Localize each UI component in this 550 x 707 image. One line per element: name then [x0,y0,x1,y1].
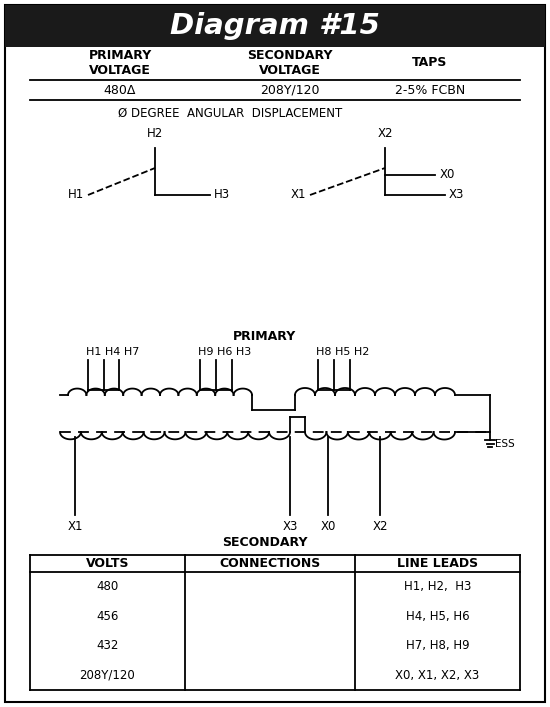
Text: 2-5% FCBN: 2-5% FCBN [395,83,465,96]
Text: PRIMARY: PRIMARY [233,330,296,344]
Text: SECONDARY
VOLTAGE: SECONDARY VOLTAGE [248,49,333,77]
Text: ESS: ESS [495,439,515,449]
Text: 208Y/120: 208Y/120 [80,669,135,682]
Text: X3: X3 [282,520,298,533]
Text: H2: H2 [147,127,163,140]
Text: CONNECTIONS: CONNECTIONS [219,557,321,570]
Text: H7, H8, H9: H7, H8, H9 [406,639,469,653]
Text: X0: X0 [440,168,455,182]
Text: H1, H2,  H3: H1, H2, H3 [404,580,471,593]
Text: 480: 480 [96,580,119,593]
Text: 432: 432 [96,639,119,653]
Text: SECONDARY: SECONDARY [222,537,308,549]
Text: 208Y/120: 208Y/120 [260,83,320,96]
Text: X0, X1, X2, X3: X0, X1, X2, X3 [395,669,480,682]
Text: H1: H1 [68,189,84,201]
Text: H3: H3 [214,189,230,201]
Text: X1: X1 [67,520,82,533]
Text: X3: X3 [449,189,464,201]
Text: H1 H4 H7: H1 H4 H7 [86,347,139,357]
Text: Diagram #15: Diagram #15 [170,12,380,40]
Text: PRIMARY
VOLTAGE: PRIMARY VOLTAGE [89,49,152,77]
Text: VOLTS: VOLTS [86,557,129,570]
Bar [5,5,545,47]
Text: H9 H6 H3: H9 H6 H3 [198,347,251,357]
Text: X1: X1 [290,189,306,201]
Text: H8 H5 H2: H8 H5 H2 [316,347,370,357]
Text: 480Δ: 480Δ [104,83,136,96]
Text: H4, H5, H6: H4, H5, H6 [406,609,469,623]
Text: X0: X0 [320,520,336,533]
Text: TAPS: TAPS [412,57,448,69]
Text: LINE LEADS: LINE LEADS [397,557,478,570]
Text: Ø DEGREE  ANGULAR  DISPLACEMENT: Ø DEGREE ANGULAR DISPLACEMENT [118,107,342,119]
Text: X2: X2 [372,520,388,533]
Text: X2: X2 [377,127,393,140]
Text: 456: 456 [96,609,119,623]
